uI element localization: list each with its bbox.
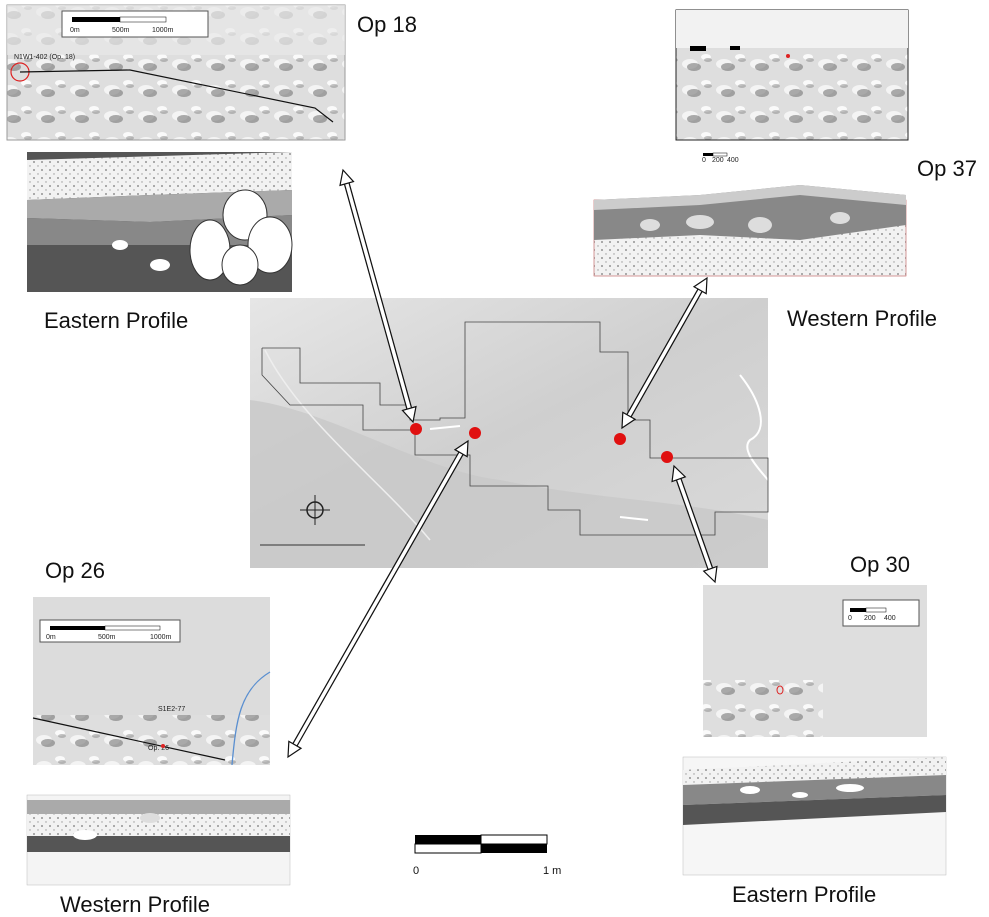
scale-start: 0: [413, 865, 419, 877]
panel-label: Op 18: [357, 12, 417, 37]
op26-profile: [27, 795, 290, 885]
panel-caption: Eastern Profile: [44, 308, 188, 333]
op18-map: 0m 500m 1000m N1W1-402 (Op. 18): [7, 5, 345, 140]
panel-label: Op 30: [850, 552, 910, 577]
op30-map: 0 200 400: [703, 585, 927, 737]
scale-bar: [415, 835, 547, 853]
op26-map: 0m 500m 1000m S1E2-77 Op. 26: [33, 597, 270, 765]
map-label: 200: [712, 157, 724, 164]
map-label: 0m: [46, 634, 56, 641]
map-label: 500m: [98, 634, 116, 641]
map-label: 500m: [112, 27, 130, 34]
map-label: 200: [864, 615, 876, 622]
panel-label: Op 26: [45, 558, 105, 583]
map-label: N1W1-402 (Op. 18): [14, 54, 75, 61]
panel-caption: Western Profile: [787, 306, 937, 331]
central-map: [250, 298, 768, 568]
map-label: 0: [848, 615, 852, 622]
panel-label: Op 37: [917, 156, 977, 181]
map-label: S1E2-77: [158, 706, 185, 713]
arrow: [340, 170, 353, 185]
scale-end: 1 m: [543, 865, 561, 877]
op30-profile: [683, 757, 946, 875]
map-label: 1000m: [150, 634, 172, 641]
figure: 0m 500m 1000m N1W1-402 (Op. 18) Op 18 Ea…: [0, 0, 989, 917]
map-label: 400: [727, 157, 739, 164]
op37-map: 0 200 400: [676, 10, 908, 164]
op18-profile: [27, 152, 292, 292]
map-label: 1000m: [152, 27, 174, 34]
panel-caption: Western Profile: [60, 892, 210, 917]
op37-profile: [594, 185, 906, 276]
panel-caption: Eastern Profile: [732, 882, 876, 907]
map-label: 400: [884, 615, 896, 622]
arrow: [704, 566, 717, 582]
map-label: 0: [702, 157, 706, 164]
map-label: 0m: [70, 27, 80, 34]
